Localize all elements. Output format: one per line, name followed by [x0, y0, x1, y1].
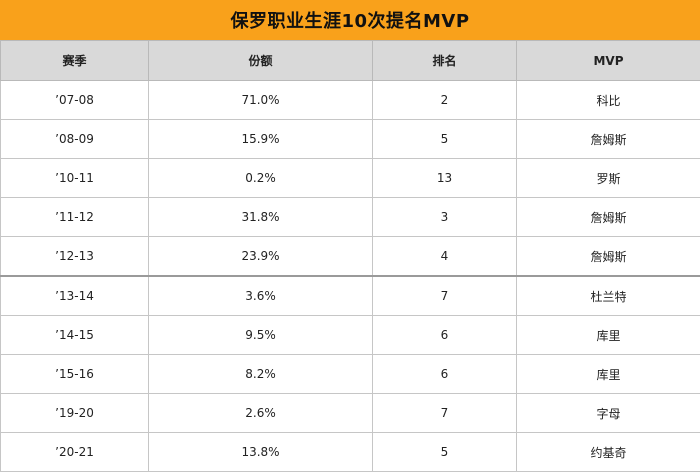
table-title: 保罗职业生涯10次提名MVP — [0, 0, 700, 40]
cell-rank: 13 — [372, 158, 517, 198]
cell-season: ’13-14 — [0, 275, 149, 316]
cell-rank: 4 — [372, 236, 517, 277]
cell-mvp: 约基奇 — [516, 432, 700, 472]
table-row: ’07-08 71.0% 2 科比 — [0, 80, 700, 120]
table-row: ’11-12 31.8% 3 詹姆斯 — [0, 197, 700, 237]
cell-mvp: 詹姆斯 — [516, 236, 700, 277]
cell-rank: 6 — [372, 354, 517, 394]
cell-mvp: 詹姆斯 — [516, 119, 700, 159]
table-row: ’14-15 9.5% 6 库里 — [0, 315, 700, 355]
table-row: ’13-14 3.6% 7 杜兰特 — [0, 275, 700, 316]
cell-mvp: 罗斯 — [516, 158, 700, 198]
cell-rank: 7 — [372, 393, 517, 433]
table-row: ’10-11 0.2% 13 罗斯 — [0, 158, 700, 198]
cell-mvp: 杜兰特 — [516, 275, 700, 316]
table-row: ’08-09 15.9% 5 詹姆斯 — [0, 119, 700, 159]
header-season: 赛季 — [0, 40, 149, 81]
cell-rank: 3 — [372, 197, 517, 237]
header-mvp: MVP — [516, 40, 700, 81]
cell-rank: 2 — [372, 80, 517, 120]
cell-rank: 7 — [372, 275, 517, 316]
cell-share: 15.9% — [148, 119, 373, 159]
cell-season: ’10-11 — [0, 158, 149, 198]
cell-season: ’12-13 — [0, 236, 149, 277]
table-row: ’12-13 23.9% 4 詹姆斯 — [0, 236, 700, 277]
cell-season: ’15-16 — [0, 354, 149, 394]
cell-season: ’07-08 — [0, 80, 149, 120]
table-row: ’15-16 8.2% 6 库里 — [0, 354, 700, 394]
cell-share: 31.8% — [148, 197, 373, 237]
cell-rank: 5 — [372, 119, 517, 159]
cell-rank: 5 — [372, 432, 517, 472]
cell-season: ’20-21 — [0, 432, 149, 472]
cell-season: ’19-20 — [0, 393, 149, 433]
cell-share: 3.6% — [148, 275, 373, 316]
cell-share: 13.8% — [148, 432, 373, 472]
cell-mvp: 库里 — [516, 354, 700, 394]
cell-season: ’14-15 — [0, 315, 149, 355]
mvp-table: 赛季 份额 排名 MVP ’07-08 71.0% 2 科比 ’08-09 15… — [0, 40, 700, 472]
table-header: 赛季 份额 排名 MVP — [0, 40, 700, 81]
cell-share: 9.5% — [148, 315, 373, 355]
table-row: ’20-21 13.8% 5 约基奇 — [0, 432, 700, 472]
header-share: 份额 — [148, 40, 373, 81]
cell-season: ’11-12 — [0, 197, 149, 237]
header-row: 赛季 份额 排名 MVP — [0, 40, 700, 81]
cell-rank: 6 — [372, 315, 517, 355]
table-body: ’07-08 71.0% 2 科比 ’08-09 15.9% 5 詹姆斯 ’10… — [0, 80, 700, 472]
cell-share: 23.9% — [148, 236, 373, 277]
cell-share: 8.2% — [148, 354, 373, 394]
cell-share: 0.2% — [148, 158, 373, 198]
cell-mvp: 科比 — [516, 80, 700, 120]
table-row: ’19-20 2.6% 7 字母 — [0, 393, 700, 433]
cell-season: ’08-09 — [0, 119, 149, 159]
cell-mvp: 库里 — [516, 315, 700, 355]
cell-mvp: 詹姆斯 — [516, 197, 700, 237]
cell-share: 2.6% — [148, 393, 373, 433]
cell-mvp: 字母 — [516, 393, 700, 433]
header-rank: 排名 — [372, 40, 517, 81]
cell-share: 71.0% — [148, 80, 373, 120]
